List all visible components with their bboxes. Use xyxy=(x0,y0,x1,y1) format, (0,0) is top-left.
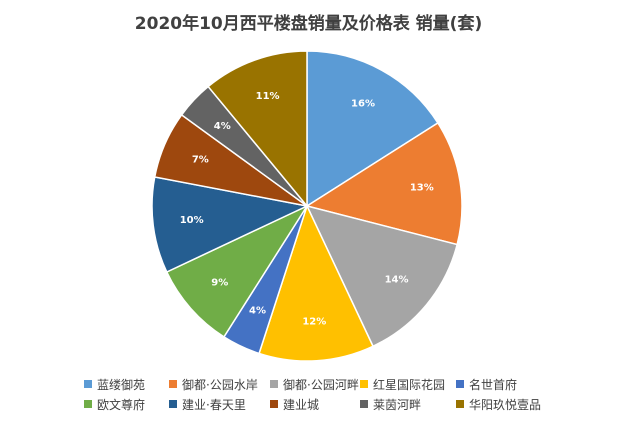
pie-slice xyxy=(165,204,310,338)
legend-swatch xyxy=(270,400,278,408)
legend-swatch xyxy=(360,380,368,388)
legend-item: 欧文尊府 xyxy=(84,396,169,412)
legend-label: 御都·公园水岸 xyxy=(182,377,258,392)
slice-data-label: 14% xyxy=(385,275,409,286)
legend-swatch xyxy=(270,380,278,388)
legend-item: 红星国际花园 xyxy=(360,376,456,392)
legend-swatch xyxy=(169,400,177,408)
legend-item: 蓝缕御苑 xyxy=(84,376,169,392)
slice-data-label: 16% xyxy=(351,99,375,110)
pie-slice xyxy=(305,204,459,348)
legend-label: 建业·春天里 xyxy=(182,397,246,412)
chart-title: 2020年10月西平楼盘销量及价格表 销量(套) xyxy=(134,14,483,34)
legend-swatch xyxy=(456,400,464,408)
legend-swatch xyxy=(456,380,464,388)
legend-item: 莱茵河畔 xyxy=(360,396,456,412)
slice-data-label: 7% xyxy=(192,154,209,165)
slice-data-label: 13% xyxy=(410,182,434,193)
legend-swatch xyxy=(84,400,92,408)
legend-label: 建业城 xyxy=(283,397,320,412)
legend-swatch xyxy=(169,380,177,388)
slice-data-label: 4% xyxy=(214,121,231,132)
pie-slice xyxy=(151,176,310,273)
legend-item: 建业城 xyxy=(270,396,360,412)
slice-data-label: 10% xyxy=(180,215,204,226)
legend-label: 莱茵河畔 xyxy=(373,397,422,412)
legend-swatch xyxy=(360,400,368,408)
legend-label: 蓝缕御苑 xyxy=(97,377,146,392)
legend-label: 红星国际花园 xyxy=(373,377,446,392)
legend-item: 名世首府 xyxy=(456,376,556,392)
chart-legend: 蓝缕御苑 御都·公园水岸 御都·公园河畔 红星国际花园 名世首府欧文尊府 建业·春天里 建业… xyxy=(84,376,604,412)
legend-item: 建业·春天里 xyxy=(169,396,270,412)
slice-data-label: 4% xyxy=(249,306,266,317)
slice-data-label: 9% xyxy=(211,277,228,288)
pie-slice xyxy=(305,121,463,246)
legend-label: 御都·公园河畔 xyxy=(283,377,359,392)
legend-label: 华阳玖悦壹品 xyxy=(469,397,542,412)
legend-swatch xyxy=(84,380,92,388)
slice-data-label: 12% xyxy=(302,317,326,328)
legend-item: 御都·公园水岸 xyxy=(169,376,270,392)
slice-data-label: 11% xyxy=(256,91,280,102)
legend-label: 名世首府 xyxy=(469,377,518,392)
pie-slice xyxy=(306,50,439,208)
pie-slice xyxy=(258,203,374,362)
legend-item: 华阳玖悦壹品 xyxy=(456,396,556,412)
legend-item: 御都·公园河畔 xyxy=(270,376,360,392)
pie-slice xyxy=(207,50,308,209)
legend-label: 欧文尊府 xyxy=(97,397,146,412)
